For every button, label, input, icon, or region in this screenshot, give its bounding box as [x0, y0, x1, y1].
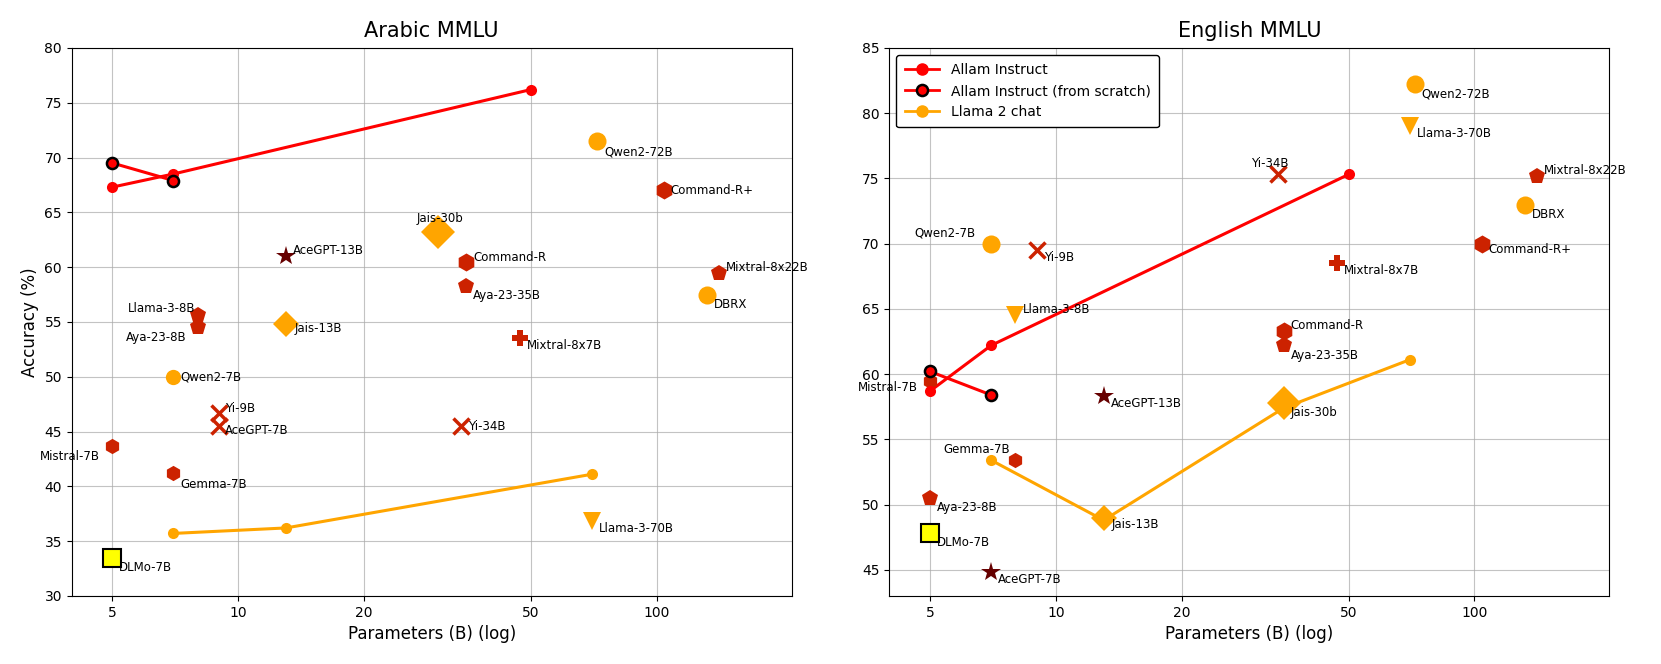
Text: DLMo-7B: DLMo-7B — [937, 537, 990, 550]
Text: DBRX: DBRX — [714, 297, 747, 311]
Text: Jais-13B: Jais-13B — [1111, 518, 1159, 531]
Text: Command-R: Command-R — [473, 251, 546, 264]
Text: Llama-3-8B: Llama-3-8B — [1023, 303, 1090, 316]
Text: AceGPT-7B: AceGPT-7B — [998, 573, 1061, 586]
X-axis label: Parameters (B) (log): Parameters (B) (log) — [1166, 625, 1334, 643]
Text: Jais-30b: Jais-30b — [1291, 406, 1337, 419]
Text: Aya-23-8B: Aya-23-8B — [126, 331, 186, 343]
Legend: Allam Instruct, Allam Instruct (from scratch), Llama 2 chat: Allam Instruct, Allam Instruct (from scr… — [897, 55, 1159, 127]
X-axis label: Parameters (B) (log): Parameters (B) (log) — [347, 625, 517, 643]
Text: Llama-3-70B: Llama-3-70B — [600, 522, 674, 535]
Text: Aya-23-35B: Aya-23-35B — [473, 289, 541, 302]
Text: DBRX: DBRX — [1531, 208, 1565, 220]
Text: AceGPT-13B: AceGPT-13B — [1111, 396, 1181, 410]
Text: Aya-23-8B: Aya-23-8B — [937, 501, 998, 514]
Text: Gemma-7B: Gemma-7B — [943, 443, 1010, 456]
Text: AceGPT-7B: AceGPT-7B — [224, 424, 289, 437]
Text: Qwen2-7B: Qwen2-7B — [915, 226, 977, 239]
Text: Llama-3-70B: Llama-3-70B — [1417, 127, 1492, 139]
Text: Mixtral-8x22B: Mixtral-8x22B — [726, 260, 809, 274]
Title: Arabic MMLU: Arabic MMLU — [364, 21, 498, 41]
Text: Qwen2-72B: Qwen2-72B — [1422, 88, 1490, 101]
Text: DLMo-7B: DLMo-7B — [120, 561, 173, 574]
Text: Command-R+: Command-R+ — [1488, 243, 1571, 256]
Title: English MMLU: English MMLU — [1178, 21, 1320, 41]
Text: Jais-13B: Jais-13B — [294, 322, 342, 335]
Text: Yi-9B: Yi-9B — [224, 402, 254, 415]
Text: Aya-23-35B: Aya-23-35B — [1291, 349, 1359, 362]
Text: Llama-3-8B: Llama-3-8B — [128, 302, 196, 315]
Text: Mistral-7B: Mistral-7B — [857, 381, 919, 394]
Text: Qwen2-72B: Qwen2-72B — [605, 145, 673, 159]
Text: Mistral-7B: Mistral-7B — [40, 450, 100, 463]
Text: Yi-34B: Yi-34B — [1251, 157, 1289, 170]
Text: Qwen2-7B: Qwen2-7B — [181, 371, 241, 383]
Text: Gemma-7B: Gemma-7B — [181, 478, 247, 491]
Y-axis label: Accuracy (%): Accuracy (%) — [22, 267, 38, 376]
Text: Command-R+: Command-R+ — [671, 184, 754, 197]
Text: Yi-34B: Yi-34B — [468, 420, 505, 432]
Text: Mixtral-8x7B: Mixtral-8x7B — [1344, 264, 1420, 277]
Text: Command-R: Command-R — [1291, 319, 1364, 332]
Text: Jais-30b: Jais-30b — [417, 212, 463, 224]
Text: Mixtral-8x22B: Mixtral-8x22B — [1543, 164, 1626, 177]
Text: AceGPT-13B: AceGPT-13B — [292, 244, 364, 257]
Text: Yi-9B: Yi-9B — [1043, 250, 1075, 264]
Text: Mixtral-8x7B: Mixtral-8x7B — [527, 339, 601, 352]
